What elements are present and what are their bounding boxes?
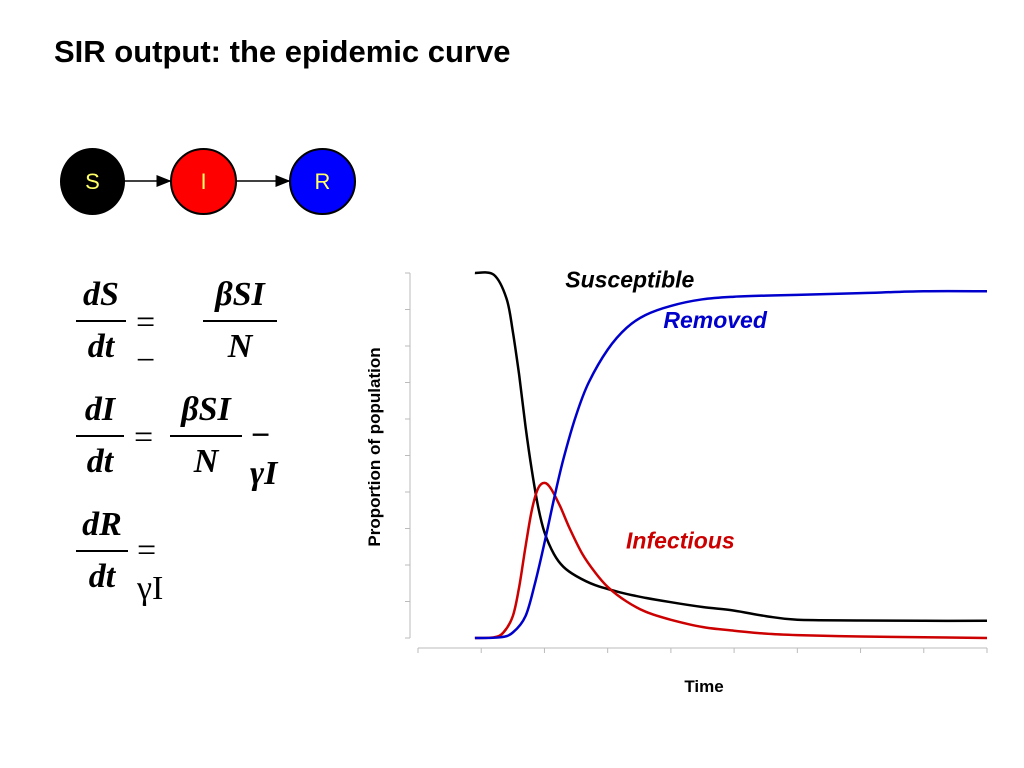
x-axis-label: Time [684,677,723,696]
y-axis-label: Proportion of population [365,347,384,546]
eq3-lhs-den: dt [88,558,116,595]
series-line-susceptible [474,271,988,623]
node-removed-label: R [314,168,331,194]
eq2-tail: − γI [250,417,278,492]
node-infectious-label: I [200,168,207,194]
eq1-rhs-den: N [227,328,253,365]
eq3-lhs-num: dR [82,506,122,543]
eq1-lhs-num: dS [83,276,119,313]
series-line-removed [474,289,988,640]
node-removed: R [289,148,356,215]
eq2-sign: = [134,419,154,456]
eq2-lhs-num: dI [84,391,116,428]
annotation-removed: Removed [663,307,767,333]
eq3-sign: = γI [137,532,164,607]
node-susceptible-label: S [85,168,100,194]
annotation-susceptible: Susceptible [565,267,694,293]
node-susceptible: S [60,148,125,215]
eq1-sign: = − [136,304,156,379]
eq2-lhs-den: dt [86,443,114,480]
annotation-infectious: Infectious [626,528,735,554]
eq2-rhs-num: βSI [181,391,231,428]
eq2-rhs-den: N [193,443,219,480]
eq1-rhs-num: βSI [215,276,265,313]
page-title: SIR output: the epidemic curve [54,34,511,69]
series-line-infectious [474,481,988,640]
eq1-lhs-den: dt [87,328,115,365]
node-infectious: I [170,148,237,215]
